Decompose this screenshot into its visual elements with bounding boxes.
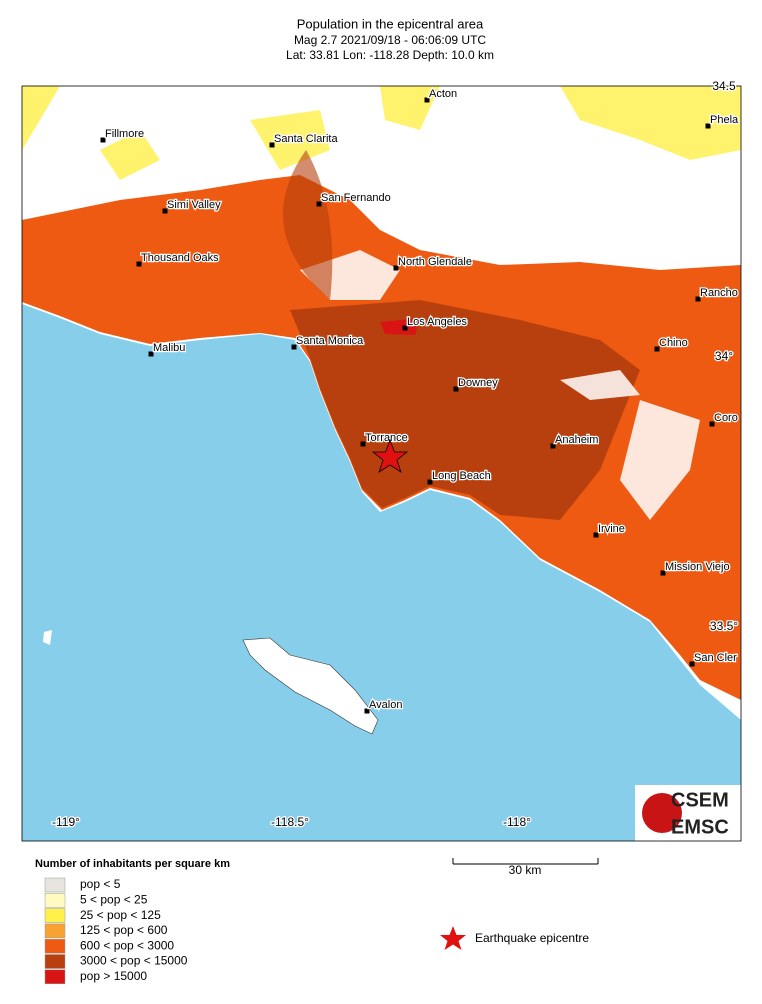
city-marker xyxy=(705,123,711,129)
logo-text: EMSC xyxy=(671,816,729,838)
event-location: Lat: 33.81 Lon: -118.28 Depth: 10.0 km xyxy=(286,48,494,62)
legend-label: 25 < pop < 125 xyxy=(80,908,161,922)
city-label: Simi Valley xyxy=(167,199,221,211)
legend-swatch xyxy=(44,954,66,969)
legend-label: 125 < pop < 600 xyxy=(80,923,168,937)
city-marker xyxy=(424,97,430,103)
map: Acton Fillmore Santa Clarita Phela Simi Vall… xyxy=(22,86,741,841)
legend-swatch xyxy=(44,908,66,923)
city-label: Chino xyxy=(659,337,688,349)
city-label: Downey xyxy=(458,377,498,389)
city-label: Fillmore xyxy=(105,128,144,140)
logo: CSEM EMSC xyxy=(635,785,741,841)
city-label: Los Angeles xyxy=(407,316,467,328)
city-marker xyxy=(364,708,370,714)
city-label: Irvine xyxy=(598,523,625,535)
lat-label: 33.5° xyxy=(710,619,738,633)
city-labels: Acton Fillmore Santa Clarita Phela Simi Vall… xyxy=(100,87,740,714)
legend-label: 3000 < pop < 15000 xyxy=(80,954,188,968)
city-label: Phela xyxy=(710,114,739,126)
city-marker xyxy=(402,325,408,331)
epicentre-label: Earthquake epicentre xyxy=(475,931,589,945)
axis-labels: -119° -118.5° -118° 34.5 34° 33.5° xyxy=(51,78,740,831)
city-marker xyxy=(393,265,399,271)
logo-text: CSEM xyxy=(671,789,729,811)
city-marker xyxy=(427,479,433,485)
city-marker xyxy=(453,386,459,392)
legend-swatch xyxy=(44,893,66,908)
legend-label: 600 < pop < 3000 xyxy=(80,938,174,952)
city-marker xyxy=(709,421,715,427)
legend-swatch xyxy=(44,969,66,985)
city-marker xyxy=(162,208,168,214)
city-label: North Glendale xyxy=(398,256,472,268)
legend-swatch xyxy=(44,877,66,893)
title: Population in the epicentral area xyxy=(297,16,484,31)
city-marker xyxy=(316,201,322,207)
city-label: Avalon xyxy=(369,699,402,711)
lat-label: 34° xyxy=(715,349,733,363)
legend-swatch xyxy=(44,923,66,939)
very-dense-area xyxy=(380,318,420,335)
epicentre-star xyxy=(371,438,409,473)
lat-label: 34.5 xyxy=(712,79,736,93)
city-marker xyxy=(291,344,297,350)
lon-label: -118° xyxy=(503,815,531,829)
open-land xyxy=(300,250,700,520)
city-label: Mission Viejo xyxy=(665,561,730,573)
city-label: San Cler xyxy=(694,652,737,664)
lon-label: -119° xyxy=(52,815,80,829)
dense-urban-area xyxy=(290,300,640,520)
city-marker xyxy=(269,142,275,148)
city-label: Santa Clarita xyxy=(274,133,338,145)
city-label: Acton xyxy=(429,88,457,100)
city-marker xyxy=(660,570,666,576)
city-marker xyxy=(550,443,556,449)
city-marker xyxy=(136,261,142,267)
city-marker xyxy=(593,532,599,538)
event-info: Mag 2.7 2021/09/18 - 06:06:09 UTC xyxy=(294,33,486,47)
island xyxy=(242,637,379,735)
sparse-area xyxy=(22,86,741,180)
legend-label: pop < 5 xyxy=(80,877,121,891)
city-marker xyxy=(360,441,366,447)
lon-label: -118.5° xyxy=(271,815,309,829)
valley-area xyxy=(282,150,333,300)
city-label: Thousand Oaks xyxy=(141,252,219,264)
map-frame xyxy=(21,85,742,842)
legend-label: pop > 15000 xyxy=(80,969,147,983)
logo-globe xyxy=(642,793,682,833)
city-label: Santa Monica xyxy=(296,335,364,347)
island-small xyxy=(43,630,52,645)
city-marker xyxy=(148,351,154,357)
scale-label: 30 km xyxy=(509,863,542,877)
city-marker xyxy=(100,137,106,143)
legend-swatch xyxy=(44,938,66,954)
city-label: Malibu xyxy=(153,342,185,354)
city-label: Torrance xyxy=(365,432,408,444)
city-label: Anaheim xyxy=(555,434,598,446)
city-marker xyxy=(689,661,695,667)
city-label: Long Beach xyxy=(432,470,491,482)
city-label: Coro xyxy=(714,412,738,424)
city-label: San Fernando xyxy=(321,192,391,204)
city-marker xyxy=(654,346,660,352)
legend-title: Number of inhabitants per square km xyxy=(35,858,230,870)
legend-label: 5 < pop < 25 xyxy=(80,892,148,906)
city-label: Rancho xyxy=(700,287,738,299)
legend-star xyxy=(440,926,466,950)
city-marker xyxy=(695,296,701,302)
